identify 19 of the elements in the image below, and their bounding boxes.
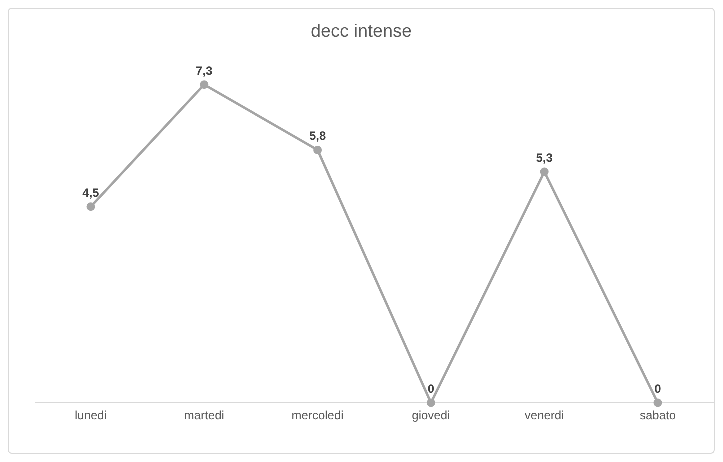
point: [314, 146, 322, 154]
x-tick-label: venerdi: [524, 408, 564, 423]
data-label: 0: [654, 382, 662, 396]
data-label: 0: [428, 382, 435, 396]
x-tick-label: martedi: [184, 408, 224, 423]
point: [200, 80, 209, 90]
x-tick-label: mercoledi: [292, 408, 344, 423]
point: [86, 202, 96, 212]
x-tick-label: lunedi: [74, 408, 108, 423]
point: [540, 168, 549, 176]
x-tick-label: giovedi: [412, 408, 450, 423]
data-label: 5,3: [536, 150, 554, 165]
data-label: 4,5: [82, 186, 100, 200]
point: [654, 398, 662, 408]
chart-title: decc intense: [310, 21, 414, 42]
point: [426, 398, 436, 408]
x-tick-label: sabato: [640, 408, 676, 423]
data-label: 5,8: [309, 129, 326, 144]
data-label: 7,3: [196, 64, 214, 78]
